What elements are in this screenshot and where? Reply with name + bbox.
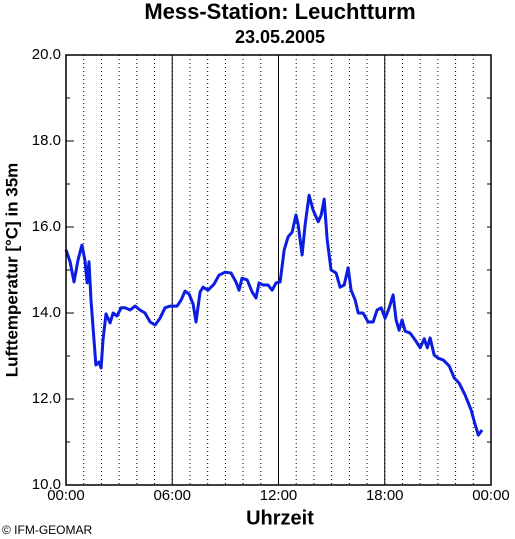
y-tick-label: 12.0 <box>32 390 61 407</box>
x-tick-label: 12:00 <box>260 487 298 504</box>
plot-frame <box>65 54 492 486</box>
x-tick-label: 00:00 <box>47 487 85 504</box>
chart-title: Mess-Station: Leuchtturm <box>144 0 415 24</box>
y-tick-label: 10.0 <box>32 476 61 493</box>
y-tick-label: 14.0 <box>32 304 61 321</box>
credit: © IFM-GEOMAR <box>2 523 93 537</box>
y-tick-label: 16.0 <box>32 218 61 235</box>
data-line <box>64 193 484 437</box>
x-tick-label: 18:00 <box>366 487 404 504</box>
y-tick-label: 18.0 <box>32 132 61 149</box>
x-tick-label: 06:00 <box>153 487 191 504</box>
chart-subtitle: 23.05.2005 <box>235 27 325 47</box>
y-tick-label: 20.0 <box>32 46 61 63</box>
x-axis-label: Uhrzeit <box>246 507 314 529</box>
y-axis-label: Lufttemperatur [°C] in 35m <box>2 163 21 378</box>
x-tick-label: 00:00 <box>472 487 510 504</box>
